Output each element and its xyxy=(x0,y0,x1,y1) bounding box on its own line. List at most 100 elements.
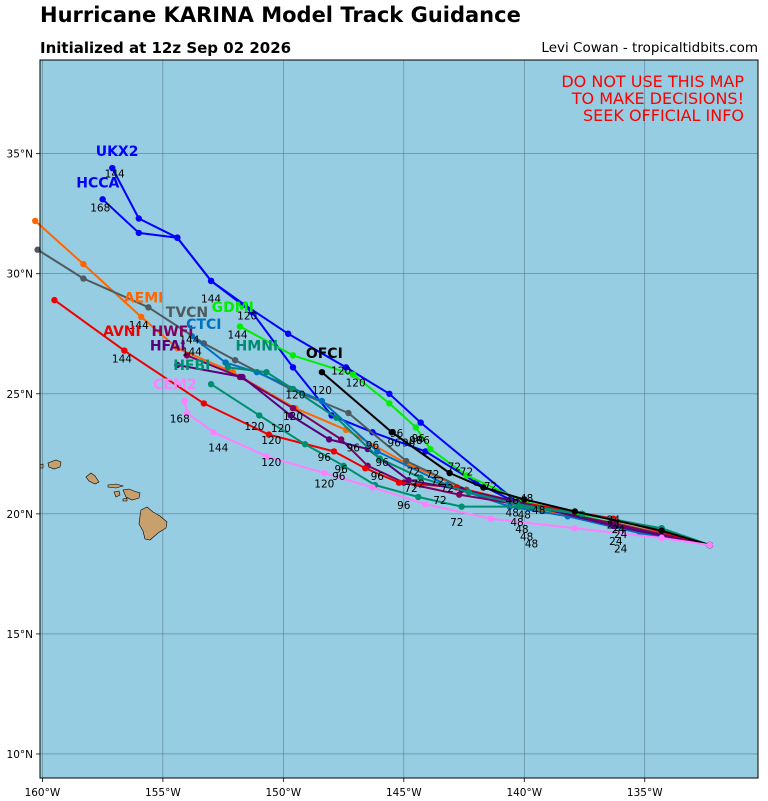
forecast-hour-label: 96 xyxy=(347,442,361,454)
forecast-hour-label: 144 xyxy=(228,330,248,342)
track-point xyxy=(427,445,434,453)
track-point xyxy=(289,385,297,393)
forecast-hour-label: 24 xyxy=(609,536,623,548)
lat-tick-label: 10°N xyxy=(7,749,33,761)
track-point xyxy=(263,368,270,376)
track-point xyxy=(183,352,191,359)
track-point xyxy=(333,414,340,421)
track-point xyxy=(658,527,665,534)
track-point xyxy=(458,503,465,510)
track-point xyxy=(289,364,297,371)
track-point xyxy=(236,323,244,330)
track-point xyxy=(516,503,523,510)
track-point xyxy=(188,332,195,340)
map-frame xyxy=(39,59,759,779)
forecast-hour-label: 72 xyxy=(431,476,444,488)
track-hfai xyxy=(174,361,714,549)
forecast-hour-label: 24 xyxy=(614,543,628,555)
forecast-hour-label: 72 xyxy=(450,517,463,529)
lon-tick-label: 155°W xyxy=(145,787,181,799)
track-point xyxy=(456,491,463,498)
track-point xyxy=(403,457,410,465)
graticule xyxy=(40,60,758,778)
forecast-hour-label: 48 xyxy=(506,507,519,519)
track-point xyxy=(480,484,487,491)
forecast-hour-label: 120 xyxy=(346,378,366,390)
track-point xyxy=(350,371,357,378)
forecast-hour-label: 120 xyxy=(244,421,264,433)
track-point xyxy=(345,409,352,417)
forecast-hour-label: 168 xyxy=(170,414,190,426)
track-point xyxy=(207,277,215,285)
track-point xyxy=(388,429,395,436)
track-point xyxy=(289,352,297,359)
forecast-hour-label: 72 xyxy=(484,481,497,493)
island-lanai xyxy=(113,490,121,498)
model-label-avni: AVNI xyxy=(103,324,141,340)
track-point xyxy=(224,364,232,371)
forecast-hour-label: 96 xyxy=(318,452,332,464)
track-point xyxy=(239,373,246,381)
track-line xyxy=(191,335,710,547)
forecast-hour-label: 144 xyxy=(201,294,221,306)
island-maui xyxy=(122,488,141,501)
track-point xyxy=(422,501,429,508)
forecast-hour-label: 96 xyxy=(397,500,411,512)
track-point xyxy=(362,465,369,472)
forecast-hour-label: 72 xyxy=(404,483,417,495)
warning-line-2: TO MAKE DECISIONS! xyxy=(571,89,744,108)
track-point xyxy=(374,448,381,455)
forecast-hour-label: 96 xyxy=(409,435,423,447)
track-point xyxy=(222,359,229,366)
track-point xyxy=(610,522,617,530)
track-point xyxy=(121,347,128,354)
forecast-hour-label: 120 xyxy=(314,478,334,490)
track-point xyxy=(265,431,273,438)
track-point xyxy=(369,484,376,491)
forecast-hour-label: 120 xyxy=(261,457,281,469)
track-point xyxy=(658,534,665,542)
track-ofci xyxy=(318,368,714,549)
track-point xyxy=(415,493,422,501)
forecast-hour-label: 48 xyxy=(518,510,531,522)
track-point xyxy=(412,424,420,431)
forecast-hour-label: 144 xyxy=(105,169,125,181)
track-point xyxy=(571,508,579,515)
track-point xyxy=(231,356,239,364)
lon-tick-label: 135°W xyxy=(627,787,663,799)
track-point xyxy=(463,472,470,479)
model-label-tvcn: TVCN xyxy=(166,305,208,321)
track-point xyxy=(256,412,263,419)
forecast-hour-label: 24 xyxy=(612,524,626,536)
track-point xyxy=(181,397,188,405)
forecast-hour-label: 96 xyxy=(390,428,404,440)
island-molokai xyxy=(107,483,125,489)
track-point xyxy=(376,455,383,462)
lat-tick-label: 30°N xyxy=(7,269,33,281)
warning-text: DO NOT USE THIS MAP TO MAKE DECISIONS! S… xyxy=(561,72,744,125)
track-point xyxy=(395,479,403,486)
forecast-hour-label: 96 xyxy=(387,438,401,450)
forecast-hour-label: 144 xyxy=(182,346,202,358)
model-label-cem2: CEM2 xyxy=(153,377,197,393)
track-point xyxy=(321,469,328,477)
track-point xyxy=(422,448,429,455)
warning-line-3: SEEK OFFICIAL INFO xyxy=(583,106,744,125)
track-point xyxy=(706,541,714,549)
track-line xyxy=(321,371,711,547)
forecast-hour-label: 120 xyxy=(261,435,281,447)
forecast-hour-label: 120 xyxy=(271,423,291,435)
model-label-hwfi: HWFI xyxy=(152,324,194,340)
forecast-hour-label: 96 xyxy=(371,471,385,483)
lon-tick-label: 145°W xyxy=(386,787,422,799)
track-point xyxy=(417,419,424,426)
track-point xyxy=(289,404,297,412)
track-point xyxy=(386,390,393,397)
forecast-hour-label: 120 xyxy=(331,366,351,378)
forecast-hour-label: 96 xyxy=(366,440,380,452)
model-label-hcca: HCCA xyxy=(76,175,119,191)
forecast-hour-label: 48 xyxy=(515,524,528,536)
track-point xyxy=(318,368,326,376)
forecast-hour-label: 72 xyxy=(426,469,439,481)
